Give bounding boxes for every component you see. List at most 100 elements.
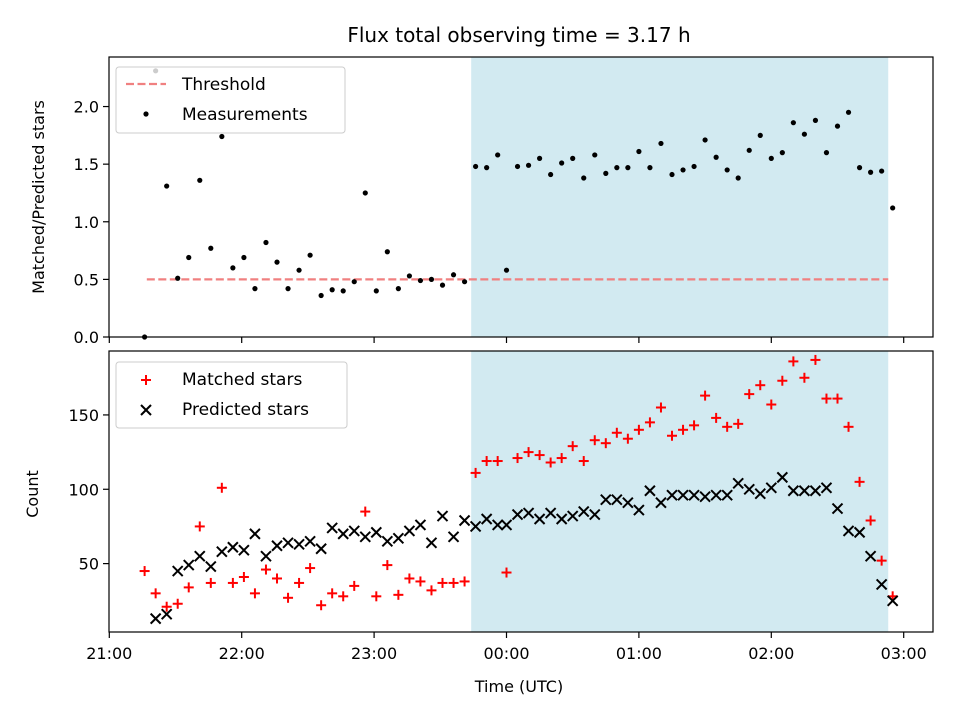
matched-point-20 [360,506,371,517]
matched-point-16 [316,600,327,611]
measurement-point-12 [274,259,280,265]
matched-point-55 [744,389,755,400]
predicted-point-52 [721,489,733,501]
measurement-point-17 [329,287,335,293]
measurement-point-8 [230,265,236,271]
measurement-point-30 [473,163,479,170]
x-axis-label: Time (UTC) [474,677,563,696]
predicted-point-44 [633,504,645,516]
matched-point-37 [545,457,556,468]
predicted-point-14 [304,535,316,548]
predicted-point-43 [622,496,634,509]
chart-title: Flux total observing time = 3.17 h [347,23,690,47]
matched-point-51 [700,390,711,401]
legend-predicted-label: Predicted stars [182,400,309,420]
matched-point-59 [788,356,799,367]
top-shaded-region [471,57,889,337]
matched-point-1 [150,588,161,599]
legend-matched-label: Matched stars [182,370,302,390]
measurement-point-13 [285,286,291,292]
predicted-point-28 [458,514,471,527]
predicted-point-13 [293,538,305,550]
matched-point-4 [183,582,194,593]
matched-point-32 [492,456,503,467]
measurement-point-35 [525,162,532,168]
top-y-tick-label-2: 1.0 [74,213,99,232]
matched-point-54 [733,418,744,429]
measurement-point-57 [768,155,774,161]
measurement-point-52 [713,154,719,160]
bottom-legend-box [115,361,348,429]
matched-point-29 [459,576,470,587]
measurement-point-33 [503,267,510,273]
predicted-point-1 [160,608,173,620]
matched-point-6 [205,577,216,588]
predicted-point-33 [511,508,524,521]
measurement-point-22 [384,249,390,255]
matched-point-65 [854,476,865,487]
measurement-point-53 [724,167,730,173]
matched-point-38 [556,453,567,464]
measurement-point-25 [417,277,424,284]
measurement-point-19 [351,279,357,285]
matched-point-8 [227,577,238,588]
measurement-point-59 [790,120,796,126]
measurement-point-46 [647,165,653,171]
matched-point-39 [567,441,578,452]
predicted-point-3 [183,559,195,571]
predicted-point-15 [315,543,327,555]
matched-point-25 [415,576,426,587]
predicted-point-40 [589,508,601,521]
measurement-point-23 [395,286,401,292]
measurement-point-20 [362,190,368,196]
predicted-point-8 [238,544,250,556]
matched-point-9 [238,571,249,582]
x-tick-label-3: 00:00 [483,644,529,663]
predicted-point-18 [348,525,360,537]
matched-point-28 [448,577,459,588]
matched-point-45 [633,424,644,435]
matched-point-36 [534,450,545,461]
predicted-point-53 [732,477,744,490]
matched-point-14 [294,577,305,588]
predicted-point-56 [765,482,778,494]
matched-point-47 [655,402,666,413]
predicted-point-19 [359,531,371,543]
x-tick-label-5: 02:00 [748,644,794,663]
legend-matched-swatch [141,375,151,385]
matched-point-0 [139,566,150,577]
matched-point-67 [876,555,887,566]
top-y-tick-label-1: 0.5 [74,270,99,289]
predicted-point-10 [260,550,272,562]
measurement-point-39 [570,155,576,161]
measurement-point-6 [208,245,214,251]
measurement-point-28 [450,272,457,278]
bottom-y-tick-label-0: 50 [79,555,99,574]
top-y-tick-label-0: 0.0 [74,328,99,347]
predicted-point-48 [677,489,689,501]
measurement-point-40 [581,175,587,181]
measurement-point-60 [801,131,808,137]
matched-point-34 [512,453,523,464]
predicted-point-67 [886,595,899,607]
measurement-point-65 [856,165,863,171]
measurement-point-36 [537,155,543,161]
measurement-point-66 [868,169,874,175]
matched-point-18 [338,591,349,602]
measurement-point-21 [373,288,379,294]
bottom-y-axis-label: Count [23,470,42,518]
predicted-point-57 [776,471,789,484]
measurement-point-27 [439,282,446,288]
measurement-point-38 [559,160,565,166]
measurement-point-63 [834,123,841,129]
predicted-point-24 [414,519,427,531]
measurement-point-11 [263,239,269,246]
predicted-point-35 [533,513,546,525]
predicted-point-32 [500,519,513,531]
measurement-point-9 [241,254,247,261]
measurement-point-54 [735,175,741,181]
predicted-point-63 [842,525,855,537]
measurement-point-14 [296,267,302,273]
top-panel: 0.0 0.5 1.0 1.5 2.0 [74,56,934,347]
